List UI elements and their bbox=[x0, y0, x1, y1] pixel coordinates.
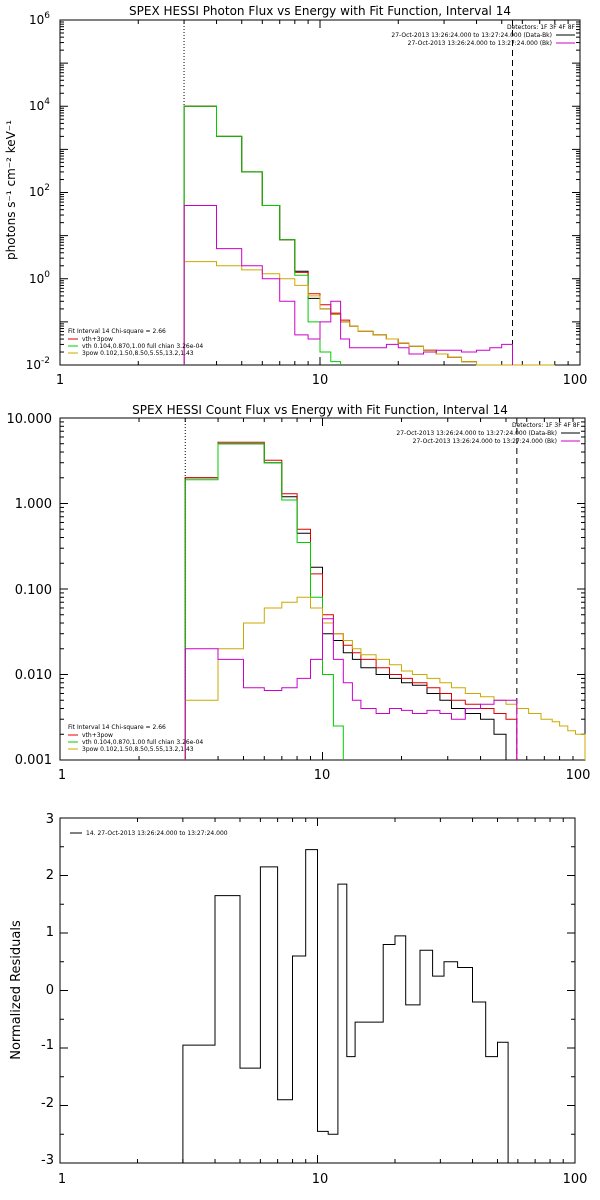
photon-flux-y-tick-labels: 10-2 100 102 104 106 bbox=[26, 11, 51, 372]
x-tick-label-1: 1 bbox=[58, 1172, 66, 1187]
x-tick-label-100: 100 bbox=[563, 373, 588, 388]
x-tick-label-100: 100 bbox=[566, 768, 591, 783]
residuals-x-tick-labels: 1 10 100 bbox=[58, 1172, 588, 1187]
count-flux-title: SPEX HESSI Count Flux vs Energy with Fit… bbox=[132, 403, 508, 417]
series-data-bk-line bbox=[184, 443, 517, 761]
y-tick-label-2: 2 bbox=[46, 868, 54, 883]
y-tick-label-10.000: 10.000 bbox=[7, 412, 53, 427]
legend-fit-interval: Fit Interval 14 Chi-square = 2.66 bbox=[68, 724, 166, 731]
x-tick-label-10: 10 bbox=[312, 1172, 329, 1187]
legend-detectors: Detectors: 1F 3F 4F 8F bbox=[512, 422, 581, 429]
y-tick-label-1: 1 bbox=[46, 925, 54, 940]
series-vth-3pow-line bbox=[184, 441, 518, 760]
x-tick-label-10: 10 bbox=[312, 373, 329, 388]
y-tick-label-1e4: 104 bbox=[29, 97, 50, 113]
series-vth-line bbox=[183, 105, 342, 365]
count-flux-series bbox=[184, 441, 586, 761]
count-flux-legend-top-right: Detectors: 1F 3F 4F 8F 27-Oct-2013 13:26… bbox=[396, 422, 580, 445]
series-vth-3pow-line bbox=[183, 105, 513, 366]
residuals-series bbox=[182, 849, 509, 1163]
legend-bk: 27-Oct-2013 13:26:24.000 to 13:27:24.000… bbox=[413, 438, 557, 445]
y-tick-label-3: 3 bbox=[46, 812, 54, 827]
x-tick-label-1: 1 bbox=[58, 768, 66, 783]
legend-data-minus-bk: 27-Oct-2013 13:26:24.000 to 13:27:24.000… bbox=[396, 430, 557, 437]
legend-vth: vth 0.104,0.870,1.00 full chian 3.26e-04 bbox=[82, 343, 203, 350]
y-tick-label-1e0: 100 bbox=[29, 270, 50, 286]
residuals-y-tick-labels: -3 -2 -1 0 1 2 3 bbox=[41, 812, 54, 1168]
y-tick-label-minus-1: -1 bbox=[41, 1038, 54, 1053]
y-tick-label-minus-2: -2 bbox=[41, 1096, 54, 1111]
series-bk-line bbox=[183, 205, 513, 365]
count-flux-ticks bbox=[59, 417, 585, 761]
x-tick-label-10: 10 bbox=[314, 768, 331, 783]
y-tick-label-0.001: 0.001 bbox=[15, 753, 52, 768]
photon-flux-legend-bottom-left: Fit Interval 14 Chi-square = 2.66 vth+3p… bbox=[68, 328, 203, 357]
y-tick-label-minus-3: -3 bbox=[41, 1153, 54, 1168]
residuals-panel: Normalized Residuals -3 -2 -1 0 1 2 3 1 … bbox=[9, 812, 587, 1187]
y-tick-label-0.100: 0.100 bbox=[15, 583, 52, 598]
legend-vth-3pow: vth+3pow bbox=[82, 732, 113, 739]
photon-flux-ticks bbox=[59, 19, 580, 366]
legend-vth: vth 0.104,0.870,1.00 full chian 3.26e-04 bbox=[82, 739, 203, 746]
residuals-legend: 14. 27-Oct-2013 13:26:24.000 to 13:27:24… bbox=[70, 830, 228, 837]
y-tick-label-1e6: 106 bbox=[29, 11, 50, 27]
count-flux-legend-bottom-left: Fit Interval 14 Chi-square = 2.66 vth+3p… bbox=[68, 724, 203, 753]
series-vth-line bbox=[184, 443, 344, 760]
count-flux-x-tick-labels: 1 10 100 bbox=[58, 768, 591, 783]
residuals-y-axis-label: Normalized Residuals bbox=[9, 920, 24, 1060]
legend-fit-interval: Fit Interval 14 Chi-square = 2.66 bbox=[68, 328, 166, 335]
photon-flux-plot-frame bbox=[59, 19, 581, 366]
residuals-ticks bbox=[59, 817, 575, 1164]
legend-3pow: 3pow 0.102,1.50,8.50,5.55,13.2,1.43 bbox=[82, 350, 194, 357]
legend-bk: 27-Oct-2013 13:26:24.000 to 13:27:24.000… bbox=[408, 40, 552, 47]
y-tick-label-1e2: 102 bbox=[29, 183, 50, 199]
series-3pow-line bbox=[183, 261, 555, 366]
y-tick-label-1e-2: 10-2 bbox=[26, 356, 50, 372]
photon-flux-title: SPEX HESSI Photon Flux vs Energy with Fi… bbox=[129, 4, 511, 18]
legend-residuals-interval: 14. 27-Oct-2013 13:26:24.000 to 13:27:24… bbox=[86, 830, 228, 837]
y-tick-label-0.010: 0.010 bbox=[15, 668, 52, 683]
series-3pow-line bbox=[184, 596, 586, 760]
photon-flux-x-tick-labels: 1 10 100 bbox=[56, 373, 588, 388]
photon-flux-fit-range-lines bbox=[183, 20, 513, 365]
count-flux-panel: SPEX HESSI Count Flux vs Energy with Fit… bbox=[7, 403, 591, 783]
legend-detectors: Detectors: 1F 3F 4F 8F bbox=[507, 24, 576, 31]
photon-flux-panel: SPEX HESSI Photon Flux vs Energy with Fi… bbox=[4, 4, 587, 388]
y-tick-label-0: 0 bbox=[46, 983, 54, 998]
series-data-bk-line bbox=[183, 105, 513, 366]
photon-flux-legend-top-right: Detectors: 1F 3F 4F 8F 27-Oct-2013 13:26… bbox=[391, 24, 575, 47]
series-14-27-oct-2013-13-26-24-000-to-13-27-24-000-line bbox=[182, 849, 509, 1163]
legend-data-minus-bk: 27-Oct-2013 13:26:24.000 to 13:27:24.000… bbox=[391, 32, 552, 39]
photon-flux-series bbox=[183, 105, 555, 366]
x-tick-label-100: 100 bbox=[563, 1172, 588, 1187]
legend-vth-3pow: vth+3pow bbox=[82, 336, 113, 343]
series-bk-line bbox=[184, 618, 518, 760]
y-tick-label-1.000: 1.000 bbox=[15, 497, 52, 512]
legend-3pow: 3pow 0.102,1.50,8.50,5.55,13.2,1.43 bbox=[82, 746, 194, 753]
x-tick-label-1: 1 bbox=[56, 373, 64, 388]
count-flux-y-tick-labels: 0.001 0.010 0.100 1.000 10.000 bbox=[7, 412, 53, 768]
photon-flux-y-axis-label: photons s⁻¹ cm⁻² keV⁻¹ bbox=[4, 120, 18, 260]
